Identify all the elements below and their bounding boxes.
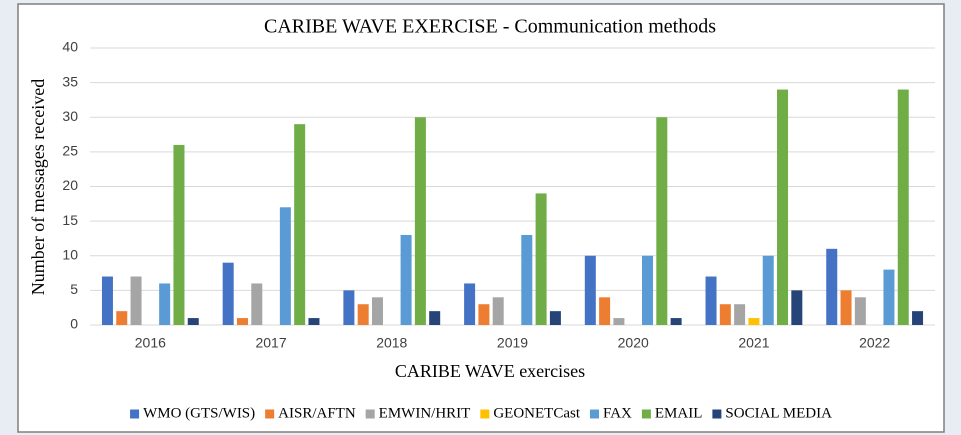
bar: [670, 318, 682, 325]
legend-swatch: [265, 409, 275, 419]
bar: [357, 304, 369, 325]
bar: [478, 304, 490, 325]
x-axis-label: CARIBE WAVE exercises: [395, 361, 585, 381]
chart-title: CARIBE WAVE EXERCISE - Communication met…: [264, 16, 716, 38]
bar: [840, 290, 852, 325]
bar: [549, 311, 561, 325]
bar: [371, 297, 383, 325]
bar: [308, 318, 320, 325]
bar: [464, 283, 476, 325]
bar: [748, 318, 760, 325]
x-tick-label: 2019: [497, 335, 528, 351]
bar: [236, 318, 248, 325]
bar: [883, 269, 895, 325]
y-tick-label: 30: [62, 108, 78, 124]
bar: [429, 311, 441, 325]
y-tick-label: 15: [62, 212, 78, 228]
legend-swatch: [130, 409, 140, 419]
y-tick-label: 25: [62, 143, 78, 159]
chart-frame: [17, 3, 945, 433]
bar: [492, 297, 504, 325]
legend-label: FAX: [603, 405, 632, 421]
y-tick-label: 35: [62, 73, 78, 89]
bar: [656, 117, 668, 325]
y-tick-label: 40: [62, 39, 78, 55]
bar: [777, 89, 789, 325]
bar: [535, 193, 547, 325]
bar: [101, 276, 113, 325]
bar: [791, 290, 803, 325]
bar: [294, 124, 306, 325]
bar: [130, 276, 142, 325]
bar: [897, 89, 909, 325]
bar: [400, 234, 412, 325]
y-axis-label: Number of messages received: [28, 79, 48, 295]
legend-label: WMO (GTS/WIS): [143, 405, 255, 421]
bar: [854, 297, 866, 325]
legend-swatch: [641, 409, 651, 419]
legend-swatch: [712, 409, 722, 419]
bar: [705, 276, 717, 325]
bar: [279, 207, 291, 325]
x-tick-label: 2021: [738, 335, 769, 351]
legend-swatch: [365, 409, 375, 419]
bar: [599, 297, 611, 325]
bar: [159, 283, 171, 325]
y-tick-label: 0: [70, 316, 78, 332]
y-tick-label: 20: [62, 177, 78, 193]
bar: [584, 255, 596, 325]
bar: [414, 117, 426, 325]
bar: [521, 234, 533, 325]
bar: [222, 262, 234, 325]
bar: [173, 144, 185, 325]
bar: [642, 255, 654, 325]
x-tick-label: 2016: [135, 335, 166, 351]
x-tick-label: 2020: [618, 335, 649, 351]
bar: [912, 311, 924, 325]
legend-label: EMWIN/HRIT: [379, 405, 471, 421]
bar: [187, 318, 199, 325]
bar: [343, 290, 355, 325]
y-tick-label: 10: [62, 246, 78, 262]
y-tick-label: 5: [70, 281, 78, 297]
legend-label: GEONETCast: [493, 405, 580, 421]
bar: [116, 311, 128, 325]
bar: [826, 248, 838, 325]
bar: [734, 304, 746, 325]
bar: [719, 304, 731, 325]
legend-label: EMAIL: [655, 405, 703, 421]
legend-label: AISR/AFTN: [278, 405, 356, 421]
x-tick-label: 2017: [255, 335, 286, 351]
x-tick-label: 2022: [859, 335, 890, 351]
bar: [613, 318, 625, 325]
legend-swatch: [589, 409, 599, 419]
legend-swatch: [480, 409, 490, 419]
x-tick-label: 2018: [376, 335, 407, 351]
legend-label: SOCIAL MEDIA: [725, 405, 832, 421]
bar: [251, 283, 263, 325]
bar: [762, 255, 774, 325]
